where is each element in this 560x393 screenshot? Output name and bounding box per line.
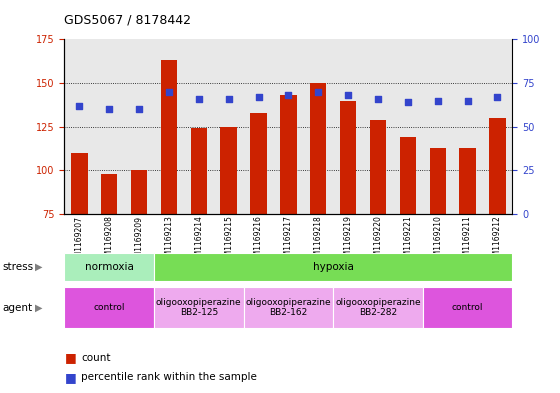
Point — [493, 94, 502, 100]
Point — [165, 88, 174, 95]
Bar — [370, 120, 386, 214]
Bar — [310, 83, 326, 214]
Text: ▶: ▶ — [35, 262, 43, 272]
Bar — [221, 127, 237, 214]
Bar — [459, 148, 476, 214]
Text: ■: ■ — [64, 351, 76, 364]
Point — [194, 95, 203, 102]
Text: control: control — [452, 303, 483, 312]
Bar — [64, 253, 154, 281]
Text: GDS5067 / 8178442: GDS5067 / 8178442 — [64, 14, 192, 27]
Point — [433, 97, 442, 104]
Text: ▶: ▶ — [35, 303, 43, 312]
Point — [105, 106, 114, 112]
Point — [374, 95, 382, 102]
Text: hypoxia: hypoxia — [313, 262, 353, 272]
Point — [344, 92, 353, 98]
Text: ■: ■ — [64, 371, 76, 384]
Text: oligooxopiperazine
BB2-125: oligooxopiperazine BB2-125 — [156, 298, 241, 317]
Bar — [190, 129, 207, 214]
Bar — [333, 287, 423, 328]
Point — [254, 94, 263, 100]
Bar — [131, 171, 147, 214]
Point — [134, 106, 143, 112]
Text: normoxia: normoxia — [85, 262, 134, 272]
Bar — [400, 137, 416, 214]
Bar — [101, 174, 118, 214]
Point — [463, 97, 472, 104]
Bar — [154, 253, 512, 281]
Bar — [280, 95, 297, 214]
Bar — [423, 287, 512, 328]
Text: control: control — [94, 303, 125, 312]
Point — [224, 95, 233, 102]
Bar — [154, 287, 244, 328]
Bar — [430, 148, 446, 214]
Text: oligooxopiperazine
BB2-282: oligooxopiperazine BB2-282 — [335, 298, 421, 317]
Text: stress: stress — [3, 262, 34, 272]
Point — [284, 92, 293, 98]
Bar — [161, 60, 177, 214]
Bar — [250, 113, 267, 214]
Bar — [244, 287, 333, 328]
Text: agent: agent — [3, 303, 33, 312]
Point — [75, 103, 84, 109]
Point — [314, 88, 323, 95]
Bar — [71, 153, 87, 214]
Bar — [489, 118, 506, 214]
Text: oligooxopiperazine
BB2-162: oligooxopiperazine BB2-162 — [246, 298, 331, 317]
Bar — [340, 101, 356, 214]
Point — [403, 99, 412, 105]
Text: percentile rank within the sample: percentile rank within the sample — [81, 372, 257, 382]
Text: count: count — [81, 353, 111, 363]
Bar — [64, 287, 154, 328]
